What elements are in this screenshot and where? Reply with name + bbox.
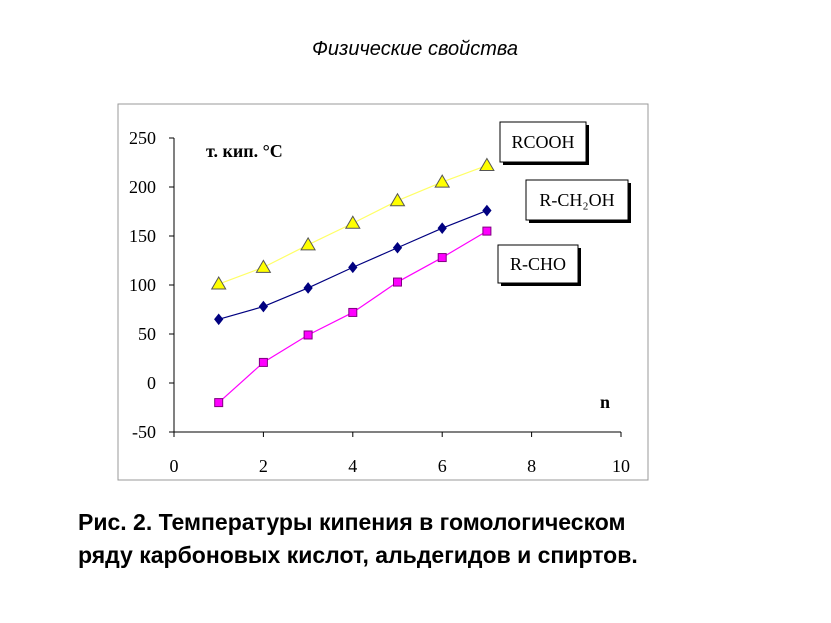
- marker: [300, 236, 316, 251]
- marker: [258, 357, 268, 367]
- caption-line: Рис. 2. Температуры кипения в гомологиче…: [78, 509, 626, 535]
- marker: [303, 330, 313, 340]
- marker: [258, 300, 269, 313]
- marker: [437, 253, 447, 263]
- marker: [482, 226, 492, 236]
- marker: [255, 259, 272, 273]
- marker: [348, 261, 358, 274]
- legend-label: R-CHO: [510, 254, 566, 274]
- marker: [303, 282, 313, 294]
- legend-label: R-CH₂OH: [539, 190, 614, 210]
- marker: [344, 215, 361, 229]
- marker: [348, 307, 358, 317]
- marker: [434, 174, 451, 188]
- legend-box: [497, 244, 579, 284]
- legend-box: [525, 179, 629, 221]
- y-tick-label: -50: [132, 422, 156, 442]
- legend-label: RCOOH: [511, 132, 574, 152]
- marker: [479, 157, 495, 171]
- x-tick-label: 10: [612, 456, 630, 476]
- marker: [393, 277, 402, 287]
- x-tick-label: 0: [170, 456, 179, 476]
- y-axis-label: т. кип. °C: [206, 141, 283, 161]
- y-tick-label: 50: [138, 324, 156, 344]
- marker: [482, 204, 492, 217]
- marker: [392, 241, 403, 254]
- marker: [214, 398, 224, 408]
- y-tick-label: 100: [129, 275, 156, 295]
- y-tick-label: 250: [129, 128, 156, 148]
- y-tick-label: 150: [129, 226, 156, 246]
- x-tick-label: 2: [259, 456, 268, 476]
- x-tick-label: 8: [527, 456, 536, 476]
- marker: [389, 192, 406, 207]
- marker: [214, 313, 224, 326]
- legend-box: [499, 121, 587, 163]
- marker: [210, 276, 227, 290]
- x-axis-label: n: [600, 392, 610, 412]
- marker: [437, 222, 447, 234]
- y-tick-label: 200: [129, 177, 156, 197]
- caption-line: ряду карбоновых кислот, альдегидов и спи…: [78, 542, 638, 568]
- x-tick-label: 6: [438, 456, 447, 476]
- x-tick-label: 4: [348, 456, 357, 476]
- header: Физические свойства: [312, 38, 518, 60]
- y-tick-label: 0: [147, 373, 156, 393]
